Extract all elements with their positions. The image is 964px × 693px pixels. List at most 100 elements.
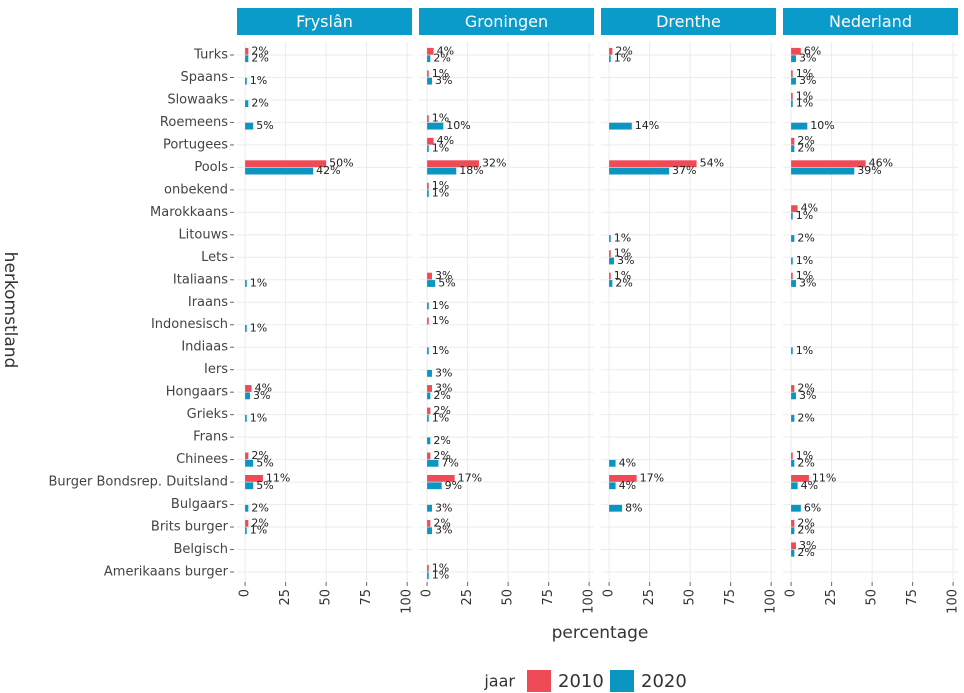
bar xyxy=(427,564,429,572)
value-label: 2% xyxy=(433,516,450,529)
value-label: 17% xyxy=(640,471,664,484)
value-label: 11% xyxy=(266,471,290,484)
bar xyxy=(245,160,327,168)
x-tick-label: 75 xyxy=(723,589,738,606)
y-tick-label: Indiaas xyxy=(181,340,228,355)
value-label: 1% xyxy=(250,276,267,289)
bar xyxy=(245,55,249,63)
value-label: 3% xyxy=(253,389,270,402)
y-tick-label: Spaans xyxy=(181,70,229,85)
x-axis-label: percentage xyxy=(552,623,649,643)
bar xyxy=(427,482,442,490)
bar xyxy=(245,280,247,287)
value-label: 1% xyxy=(614,247,631,260)
bar xyxy=(791,272,793,280)
value-label: 32% xyxy=(482,157,506,170)
bar xyxy=(427,437,431,445)
value-label: 11% xyxy=(812,471,836,484)
value-label: 54% xyxy=(700,157,724,170)
facet-title: Drenthe xyxy=(656,12,721,31)
value-label: 3% xyxy=(617,254,634,267)
facet-strip xyxy=(783,8,958,35)
value-label: 6% xyxy=(804,501,821,514)
bar xyxy=(245,414,247,422)
value-label: 1% xyxy=(432,411,449,424)
value-label: 2% xyxy=(797,546,814,559)
y-tick-label: Slowaaks xyxy=(167,92,228,107)
value-label: 1% xyxy=(614,232,631,245)
value-label: 3% xyxy=(799,74,816,87)
value-label: 4% xyxy=(619,479,636,492)
bar xyxy=(427,77,432,85)
value-label: 5% xyxy=(256,119,273,132)
value-label: 1% xyxy=(796,97,813,110)
bar xyxy=(245,47,249,55)
bar xyxy=(427,272,432,280)
bar xyxy=(427,115,429,123)
bar xyxy=(245,474,263,482)
x-tick-label: 100 xyxy=(400,589,415,614)
value-label: 2% xyxy=(433,52,450,65)
bar xyxy=(427,527,432,535)
value-label: 1% xyxy=(432,569,449,582)
bar xyxy=(609,280,613,287)
y-tick-label: Lets xyxy=(201,250,228,265)
legend-title: jaar xyxy=(483,672,515,691)
y-tick-label: Pools xyxy=(194,160,228,175)
bar xyxy=(245,392,250,400)
bar xyxy=(609,235,611,242)
y-tick-label: Roemeens xyxy=(160,115,228,130)
bar xyxy=(791,92,793,100)
value-label: 1% xyxy=(432,179,449,192)
bar xyxy=(609,474,637,482)
value-label: 3% xyxy=(435,381,452,394)
bar xyxy=(609,504,623,512)
value-label: 3% xyxy=(435,524,452,537)
value-label: 5% xyxy=(256,456,273,469)
value-label: 2% xyxy=(433,389,450,402)
value-label: 17% xyxy=(458,471,482,484)
value-label: 10% xyxy=(810,119,834,132)
y-tick-label: Iers xyxy=(204,362,228,377)
value-label: 1% xyxy=(250,524,267,537)
x-tick-label: 50 xyxy=(683,589,698,606)
value-label: 3% xyxy=(799,389,816,402)
value-label: 2% xyxy=(251,97,268,110)
bar xyxy=(427,519,431,527)
bar xyxy=(245,482,254,490)
bar xyxy=(427,70,429,78)
value-label: 1% xyxy=(796,209,813,222)
bar xyxy=(427,122,444,130)
x-tick-label: 75 xyxy=(541,589,556,606)
y-tick-label: Litouws xyxy=(178,227,228,242)
facet-strip xyxy=(601,8,776,35)
bar xyxy=(791,385,795,392)
value-label: 2% xyxy=(797,142,814,155)
value-label: 2% xyxy=(433,404,450,417)
value-label: 2% xyxy=(615,44,632,57)
value-label: 1% xyxy=(250,74,267,87)
bar xyxy=(427,190,429,197)
y-tick-label: Hongaars xyxy=(166,385,228,400)
bar xyxy=(791,122,808,130)
y-tick-label: Belgisch xyxy=(173,542,228,557)
value-label: 4% xyxy=(801,202,818,215)
y-tick-label: Indonesisch xyxy=(151,317,228,332)
value-label: 1% xyxy=(614,52,631,65)
value-label: 2% xyxy=(797,456,814,469)
bar xyxy=(427,414,429,422)
value-label: 1% xyxy=(432,344,449,357)
x-tick-label: 100 xyxy=(764,589,779,614)
x-tick-label: 50 xyxy=(501,589,516,606)
legend-label: 2010 xyxy=(558,671,604,692)
legend-swatch xyxy=(527,670,551,692)
value-label: 1% xyxy=(250,411,267,424)
x-tick-label: 100 xyxy=(582,589,597,614)
bar xyxy=(791,145,795,153)
value-label: 1% xyxy=(796,344,813,357)
bar xyxy=(427,182,429,190)
x-tick-label: 50 xyxy=(319,589,334,606)
y-tick-label: Chinees xyxy=(176,452,228,467)
facet-title: Nederland xyxy=(829,12,912,31)
value-label: 2% xyxy=(797,232,814,245)
